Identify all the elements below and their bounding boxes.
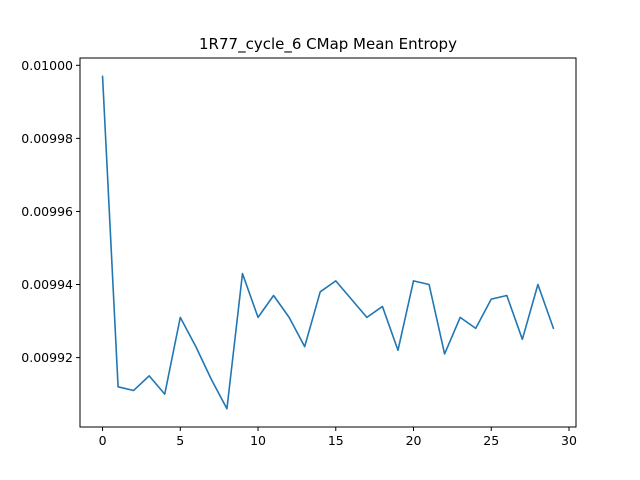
series-line-0 (101, 75, 555, 410)
y-tick-label: 0.00996 (21, 204, 73, 219)
y-tick-label: 0.01000 (21, 58, 73, 73)
plot-area-frame (79, 57, 577, 428)
x-tick-label: 15 (328, 433, 344, 448)
y-tick-label: 0.00992 (21, 350, 73, 365)
y-tick-label: 0.00998 (21, 131, 73, 146)
x-tick-label: 0 (99, 433, 107, 448)
x-tick-label: 25 (483, 433, 499, 448)
y-tick-label: 0.00994 (21, 277, 73, 292)
y-axis-ticks: 0.00992 0.00994 0.00996 0.00998 0.01000 (21, 58, 80, 365)
x-tick-label: 5 (176, 433, 184, 448)
x-tick-label: 30 (561, 433, 577, 448)
series-layer (101, 75, 555, 410)
x-tick-label: 10 (250, 433, 266, 448)
chart-title: 1R77_cycle_6 CMap Mean Entropy (199, 35, 457, 54)
x-axis-ticks: 0 5 10 15 20 25 30 (99, 427, 577, 448)
x-tick-label: 20 (406, 433, 422, 448)
